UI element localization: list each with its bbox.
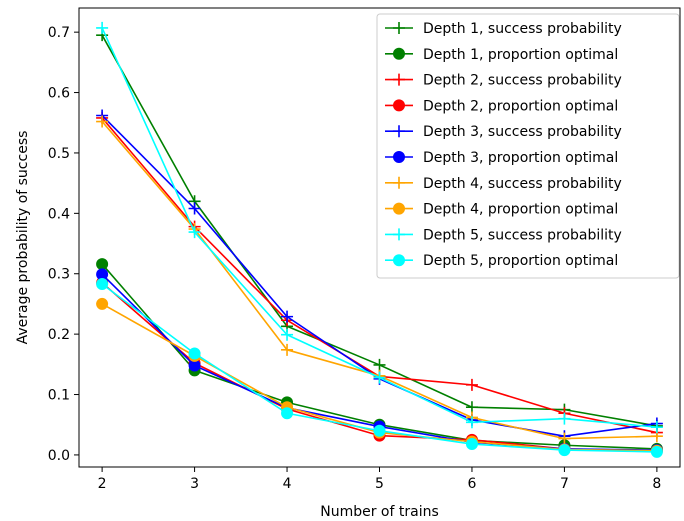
data-point-plus	[96, 21, 109, 34]
legend-entry: Depth 3, success probability	[385, 124, 622, 140]
legend-label: Depth 4, success probability	[423, 176, 622, 192]
data-point-circle	[373, 424, 386, 437]
x-tick-label: 6	[468, 476, 477, 492]
legend-entry: Depth 2, proportion optimal	[385, 98, 618, 114]
data-point-plus	[465, 401, 478, 414]
data-point-circle	[188, 347, 201, 360]
legend-entry: Depth 5, proportion optimal	[385, 253, 618, 269]
legend-marker	[393, 125, 405, 138]
data-point-circle	[96, 297, 109, 310]
legend-marker	[393, 228, 405, 241]
y-tick-label: 0.1	[48, 388, 70, 404]
legend-marker	[393, 73, 405, 86]
legend-marker	[393, 151, 405, 163]
legend-entry: Depth 5, success probability	[385, 227, 622, 243]
plot-series-group	[96, 21, 663, 458]
legend-marker	[393, 176, 405, 189]
data-point-plus	[281, 310, 294, 323]
legend-entry: Depth 3, proportion optimal	[385, 150, 618, 166]
legend-entry: Depth 1, proportion optimal	[385, 47, 618, 63]
legend-marker	[393, 47, 405, 60]
legend-entry: Depth 1, success probability	[385, 21, 622, 37]
legend-box	[376, 13, 680, 279]
data-point-plus	[650, 421, 663, 434]
data-point-circle	[281, 407, 294, 420]
data-point-plus	[188, 226, 201, 239]
legend-label: Depth 2, success probability	[423, 73, 622, 89]
y-tick-label: 0.0	[48, 448, 70, 464]
data-point-plus	[188, 202, 201, 215]
data-point-circle	[96, 258, 109, 271]
y-tick-label: 0.2	[48, 327, 70, 343]
x-tick-label: 2	[98, 476, 107, 492]
x-tick-label: 4	[283, 476, 292, 492]
data-point-plus	[373, 371, 386, 384]
data-point-plus	[96, 115, 109, 128]
legend-label: Depth 3, proportion optimal	[423, 150, 618, 166]
x-axis: 2 3 4 5 6 7 8	[98, 467, 661, 492]
x-axis-label: Number of trains	[320, 504, 439, 520]
data-point-plus	[373, 358, 386, 371]
y-tick-label: 0.6	[48, 86, 70, 102]
legend-label: Depth 1, proportion optimal	[423, 47, 618, 63]
y-tick-label: 0.4	[48, 206, 70, 222]
y-tick-label: 0.7	[48, 25, 70, 41]
data-point-plus	[281, 328, 294, 341]
data-point-plus	[281, 343, 294, 356]
x-tick-label: 5	[375, 476, 384, 492]
data-point-circle	[650, 445, 663, 458]
data-point-plus	[558, 432, 571, 445]
legend-label: Depth 5, proportion optimal	[423, 253, 618, 269]
legend-label: Depth 3, success probability	[423, 124, 622, 140]
y-tick-label: 0.5	[48, 146, 70, 162]
legend-entry: Depth 4, success probability	[385, 176, 622, 192]
legend-marker	[393, 202, 405, 215]
data-point-plus	[465, 416, 478, 429]
legend-label: Depth 5, success probability	[423, 227, 622, 243]
legend-label: Depth 1, success probability	[423, 21, 622, 37]
legend: Depth 1, success probability Depth 1, pro…	[376, 13, 680, 279]
y-tick-label: 0.3	[48, 267, 70, 283]
legend-entry: Depth 2, success probability	[385, 73, 622, 89]
x-tick-label: 3	[190, 476, 199, 492]
data-point-circle	[96, 278, 109, 291]
legend-entry: Depth 4, proportion optimal	[385, 202, 618, 218]
y-axis: 0.0 0.1 0.2 0.3 0.4 0.5 0.6 0.7	[48, 25, 79, 464]
y-axis-label: Average probability of success	[15, 131, 31, 345]
legend-label: Depth 2, proportion optimal	[423, 98, 618, 114]
legend-marker	[393, 254, 405, 267]
data-point-circle	[558, 444, 571, 457]
legend-marker	[393, 22, 405, 34]
data-point-plus	[465, 378, 478, 391]
series-9	[96, 21, 663, 434]
legend-label: Depth 4, proportion optimal	[423, 202, 618, 218]
x-tick-label: 8	[652, 476, 661, 492]
series-10	[96, 278, 663, 458]
data-point-plus	[558, 412, 571, 425]
x-tick-label: 7	[560, 476, 569, 492]
data-point-circle	[465, 438, 478, 451]
legend-marker	[393, 99, 405, 112]
